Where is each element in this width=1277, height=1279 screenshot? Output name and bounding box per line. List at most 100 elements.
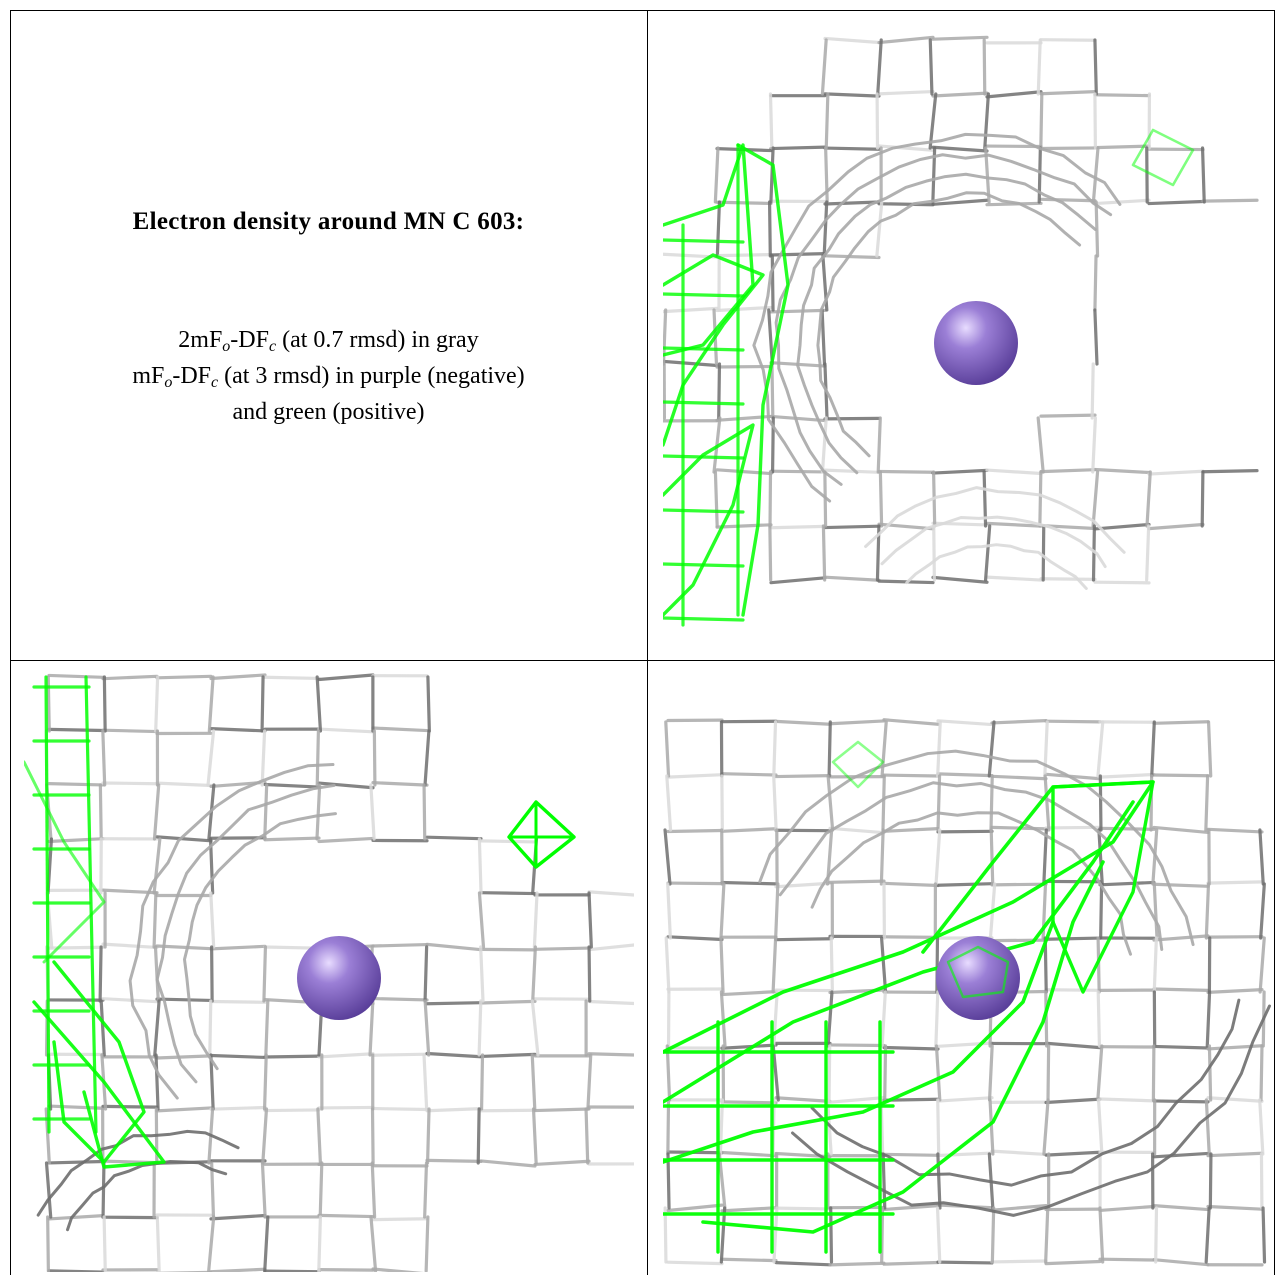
gray-mesh-edge	[1152, 936, 1158, 994]
gray-mesh-contour	[128, 763, 335, 1100]
gray-mesh-edge	[1206, 720, 1213, 778]
figure-table: Electron density around MN C 603: 2mFo-D…	[10, 10, 1275, 1275]
gray-mesh-edge	[826, 990, 834, 1048]
gray-mesh-edge	[1098, 1097, 1156, 1103]
gray-mesh-edge	[769, 145, 827, 151]
gray-mesh-edge	[1098, 880, 1156, 887]
gray-mesh-edge	[882, 935, 940, 939]
gray-mesh-edge	[769, 414, 827, 423]
gray-mesh-edge	[985, 521, 1043, 528]
gray-mesh-edge	[155, 944, 213, 951]
gray-mesh-edge	[1044, 936, 1102, 941]
gray-mesh-edge	[1039, 577, 1097, 581]
gray-mesh-edge	[1204, 774, 1210, 832]
gray-mesh-edge	[263, 1108, 321, 1113]
gray-mesh-edge	[1152, 720, 1210, 725]
gray-mesh-edge	[1041, 524, 1046, 582]
gray-mesh-edge	[769, 576, 827, 585]
gray-mesh-edge	[827, 1044, 832, 1102]
gray-mesh-edge	[1093, 144, 1151, 150]
gray-mesh-edge	[1091, 470, 1100, 528]
gray-mesh-edge	[666, 1098, 671, 1156]
gray-mesh-edge	[1200, 146, 1206, 204]
gray-mesh-edge	[479, 999, 537, 1005]
gray-mesh-edge	[263, 675, 321, 681]
gray-mesh-edge	[827, 720, 832, 778]
gray-mesh-edge	[317, 836, 375, 844]
green-mesh-edge	[663, 400, 745, 406]
gray-mesh-edge	[769, 308, 827, 314]
gray-mesh-edge	[424, 1215, 430, 1272]
gray-mesh-edge	[987, 1044, 994, 1102]
gray-mesh-edge	[587, 999, 634, 1006]
gray-mesh-edge	[720, 1206, 778, 1213]
gray-mesh-edge	[47, 1159, 105, 1165]
gray-mesh-edge	[1152, 882, 1159, 940]
gray-mesh-edge	[1098, 772, 1156, 779]
gray-mesh-edge	[983, 524, 992, 582]
gray-mesh-edge	[720, 1043, 778, 1050]
gray-mesh-edge	[1098, 1204, 1156, 1213]
gray-mesh-edge	[934, 990, 940, 1048]
green-mesh-edge	[663, 616, 745, 622]
gray-mesh-edge	[1039, 413, 1097, 418]
gray-mesh-edge	[720, 1150, 778, 1158]
gray-mesh-edge	[990, 1149, 1048, 1157]
gray-mesh-edge	[1093, 198, 1151, 206]
gray-mesh-contour	[864, 486, 1126, 554]
gray-mesh-edge	[823, 200, 881, 206]
gray-mesh-edge	[771, 936, 778, 994]
gray-mesh-edge	[209, 944, 267, 951]
green-mesh-contour	[52, 960, 146, 1164]
gray-mesh-contour	[774, 153, 1113, 486]
gray-mesh-edge	[101, 781, 159, 786]
gray-mesh-edge	[1201, 198, 1259, 203]
gray-mesh-edge	[932, 524, 936, 582]
green-mesh-contour	[1131, 128, 1195, 187]
gray-mesh-edge	[1206, 1044, 1264, 1051]
table-border-center	[647, 10, 648, 1275]
gray-mesh-edge	[425, 1107, 483, 1113]
gray-mesh-edge	[317, 673, 375, 682]
gray-mesh-edge	[769, 146, 775, 204]
gray-mesh-edge	[715, 305, 773, 313]
gray-mesh-contour	[758, 749, 1195, 947]
gray-mesh-edge	[664, 720, 671, 778]
gray-mesh-edge	[1044, 719, 1102, 724]
gray-mesh-edge	[101, 1161, 106, 1219]
gray-mesh-edge	[315, 729, 320, 787]
gray-mesh-edge	[767, 200, 772, 258]
gray-mesh-edge	[1044, 1259, 1102, 1266]
gray-mesh-edge	[584, 1107, 590, 1165]
gray-mesh-edge	[713, 470, 719, 528]
gray-mesh-edge	[878, 470, 884, 528]
gray-mesh-edge	[423, 1161, 429, 1219]
gray-mesh-edge	[772, 1206, 779, 1264]
gray-mesh-edge	[1038, 470, 1043, 528]
gray-mesh-edge	[984, 146, 991, 204]
gray-mesh-edge	[1090, 362, 1095, 420]
gray-mesh-edge	[209, 999, 267, 1004]
gray-mesh-edge	[262, 945, 268, 1003]
gray-mesh-edge	[772, 990, 779, 1048]
gray-mesh-edge	[715, 200, 722, 258]
gray-mesh-edge	[371, 1052, 429, 1057]
gray-mesh-edge	[769, 524, 827, 530]
gray-mesh-edge	[826, 774, 835, 832]
gray-mesh-edge	[931, 91, 989, 98]
gray-mesh-contour	[796, 172, 1097, 475]
gray-mesh-edge	[774, 1261, 832, 1267]
gray-mesh-edge	[207, 1215, 216, 1272]
gray-mesh-contour	[155, 783, 336, 1084]
green-mesh-edge	[44, 675, 51, 1134]
gray-mesh-edge	[371, 942, 429, 948]
gray-mesh-edge	[1147, 469, 1205, 476]
gray-mesh-edge	[155, 1054, 213, 1060]
gray-mesh-edge	[1099, 882, 1104, 940]
gray-mesh-edge	[823, 36, 881, 45]
gray-mesh-edge	[260, 675, 265, 733]
green-mesh-contour	[663, 780, 1155, 1054]
green-mesh-contour	[831, 740, 885, 789]
gray-mesh-edge	[990, 1206, 996, 1264]
gray-mesh-edge	[425, 1158, 483, 1164]
